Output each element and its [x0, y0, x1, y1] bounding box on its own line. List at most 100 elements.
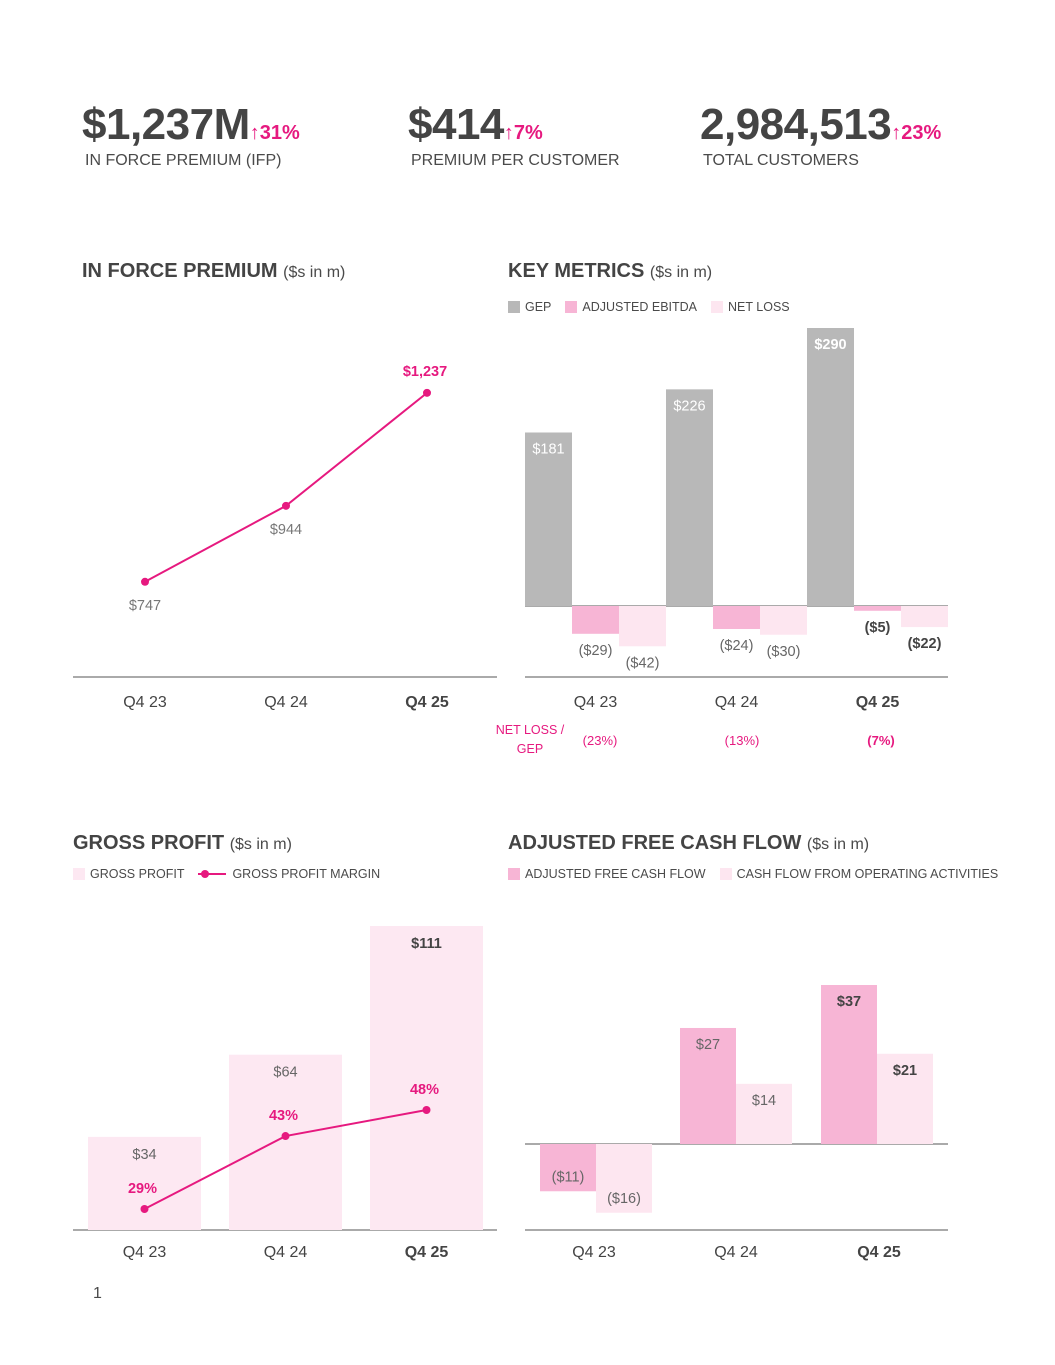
ifp-data-label: $944: [270, 522, 302, 538]
bar-adjusted-free-cash-flow: [540, 1144, 596, 1192]
legend-label-gep: GEP: [525, 300, 552, 314]
bar-data-label: $64: [273, 1065, 297, 1081]
bar-data-label: ($30): [767, 644, 801, 660]
bar-gep: [525, 432, 572, 606]
kpi-customers-change: ↑23%: [891, 122, 942, 144]
ifp-point: [282, 501, 290, 510]
bar-data-label: $290: [814, 337, 846, 353]
bar-adjusted-free-cash-flow: [680, 1027, 736, 1144]
ifp-title-text: IN FORCE PREMIUM: [82, 260, 278, 282]
bar-data-label: ($5): [865, 620, 891, 636]
ifp-data-label: $747: [129, 598, 161, 614]
legend-line-marker-icon: [198, 868, 227, 880]
bar-gross-profit: [370, 926, 483, 1230]
ifp-series-line: [144, 392, 428, 583]
key-title-text: KEY METRICS: [508, 260, 645, 282]
gp-title-text: GROSS PROFIT: [73, 832, 225, 854]
key-metrics-legend: GEP ADJUSTED EBITDA NET LOSS: [508, 300, 804, 314]
ratio-row-label: GEP: [517, 742, 543, 756]
fcf-legend: ADJUSTED FREE CASH FLOW CASH FLOW FROM O…: [508, 867, 1012, 881]
x-tick-label: Q4 25: [857, 1244, 901, 1261]
ratio-value: (13%): [725, 733, 760, 748]
legend-swatch-cfo: [719, 868, 732, 880]
kpi-ifp-label: IN FORCE PREMIUM (IFP): [85, 152, 282, 169]
bar-adjusted-ebitda: [713, 606, 760, 630]
margin-data-label: 29%: [128, 1181, 157, 1197]
x-tick-label: Q4 23: [123, 1244, 167, 1261]
page-number: 1: [93, 1285, 102, 1302]
ifp-point: [423, 388, 431, 397]
kpi-ifp-change: ↑31%: [249, 122, 300, 144]
bar-data-label: ($29): [579, 643, 613, 659]
x-tick-label: Q4 25: [405, 694, 449, 711]
x-tick-label: Q4 24: [264, 694, 308, 711]
bar-data-label: ($16): [607, 1191, 641, 1207]
ratio-value: (7%): [867, 733, 894, 748]
legend-swatch-netloss: [711, 301, 724, 313]
bar-data-label: ($42): [626, 655, 660, 671]
kpi-ppc-value: $414: [408, 100, 504, 149]
kpi-customers: 2,984,513↑23% TOTAL CUSTOMERS: [700, 100, 941, 170]
bar-data-label: ($11): [552, 1169, 585, 1185]
legend-label-ebitda: ADJUSTED EBITDA: [582, 300, 698, 314]
legend-swatch-afcf: [508, 868, 520, 880]
margin-point: [281, 1132, 290, 1141]
bar-data-label: $14: [752, 1093, 776, 1109]
ifp-title-unit: ($s in m): [283, 264, 346, 281]
fcf-title-text: ADJUSTED FREE CASH FLOW: [508, 832, 802, 854]
gross-profit-legend: GROSS PROFIT GROSS PROFIT MARGIN: [73, 867, 394, 881]
ratio-row-label: NET LOSS /: [496, 723, 565, 737]
legend-swatch-ebitda: [565, 301, 578, 313]
bar-adjusted-ebitda: [854, 606, 901, 611]
ifp-chart-title: IN FORCE PREMIUM ($s in m): [82, 260, 345, 283]
x-tick-label: Q4 24: [715, 694, 759, 711]
bar-net-loss: [901, 606, 948, 628]
legend-label-margin: GROSS PROFIT MARGIN: [232, 867, 381, 881]
fcf-title-unit: ($s in m): [806, 836, 870, 853]
bar-gep: [807, 328, 854, 606]
kpi-ppc-label: PREMIUM PER CUSTOMER: [411, 152, 620, 169]
bar-gross-profit: [229, 1054, 342, 1230]
x-tick-label: Q4 24: [714, 1244, 758, 1261]
bar-cash-flow-from-operating-activities: [736, 1083, 792, 1144]
bar-data-label: ($22): [908, 636, 942, 652]
x-tick-label: Q4 23: [123, 694, 167, 711]
bar-cash-flow-from-operating-activities: [596, 1144, 652, 1213]
legend-label-gross-profit: GROSS PROFIT: [90, 867, 185, 881]
legend-item-gep: GEP: [508, 300, 551, 314]
legend-label-afcf: ADJUSTED FREE CASH FLOW: [525, 867, 706, 881]
kpi-ppc: $414↑7% PREMIUM PER CUSTOMER: [408, 100, 620, 170]
bar-data-label: $34: [132, 1147, 156, 1163]
x-tick-label: Q4 25: [856, 694, 900, 711]
bar-cash-flow-from-operating-activities: [877, 1053, 933, 1144]
legend-item-afcf: ADJUSTED FREE CASH FLOW: [508, 867, 706, 881]
legend-label-cfo: CASH FLOW FROM OPERATING ACTIVITIES: [736, 867, 999, 881]
x-tick-label: Q4 23: [572, 1244, 616, 1261]
x-tick-label: Q4 23: [574, 694, 618, 711]
gross-profit-title: GROSS PROFIT ($s in m): [73, 832, 292, 855]
ifp-data-label: $1,237: [403, 364, 447, 380]
legend-item-margin: GROSS PROFIT MARGIN: [198, 867, 380, 881]
margin-point: [140, 1205, 149, 1213]
bar-data-label: $111: [411, 936, 442, 952]
legend-item-ebitda: ADJUSTED EBITDA: [565, 300, 697, 314]
bar-data-label: $37: [837, 994, 861, 1010]
gp-title-unit: ($s in m): [229, 836, 292, 853]
bar-data-label: ($24): [720, 638, 754, 654]
legend-label-netloss: NET LOSS: [728, 300, 790, 314]
x-tick-label: Q4 25: [405, 1244, 449, 1261]
ratio-value: (23%): [583, 733, 618, 748]
margin-point: [422, 1106, 431, 1114]
kpi-customers-value: 2,984,513: [700, 100, 892, 149]
key-metrics-title: KEY METRICS ($s in m): [508, 260, 712, 283]
legend-swatch-gross-profit: [73, 868, 85, 880]
ifp-point: [141, 577, 149, 586]
bar-adjusted-free-cash-flow: [821, 985, 877, 1144]
bar-gross-profit: [88, 1136, 201, 1230]
bar-net-loss: [760, 606, 807, 635]
kpi-ifp: $1,237M↑31% IN FORCE PREMIUM (IFP): [82, 100, 300, 170]
kpi-ifp-value: $1,237M: [82, 100, 250, 149]
bar-net-loss: [619, 606, 666, 647]
kpi-ppc-change: ↑7%: [503, 122, 543, 144]
